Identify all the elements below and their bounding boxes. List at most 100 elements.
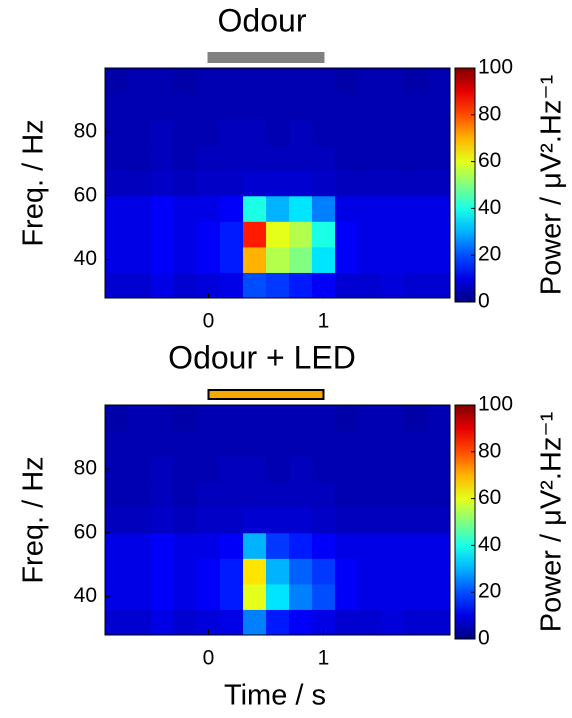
heat-cell <box>358 144 382 171</box>
heat-cell <box>266 430 290 457</box>
heat-cell <box>312 481 336 508</box>
heat-cell <box>197 170 221 197</box>
heat-cell <box>358 481 382 508</box>
heat-cell <box>289 195 313 222</box>
heat-cell <box>105 481 129 508</box>
heat-cell <box>266 221 290 248</box>
heat-cell <box>128 481 152 508</box>
heat-cell <box>151 246 175 273</box>
heat-cell <box>427 532 451 559</box>
heat-cell <box>128 532 152 559</box>
heat-cell <box>151 507 175 534</box>
heat-cell <box>197 456 221 483</box>
heat-cell <box>128 430 152 457</box>
heat-cell <box>105 405 129 432</box>
heat-cell <box>220 532 244 559</box>
heat-cell <box>174 609 198 636</box>
heat-cell <box>358 430 382 457</box>
colorbar-label: Power / μV².Hz⁻¹ <box>536 411 568 632</box>
heat-cell <box>289 170 313 197</box>
heat-cell <box>335 68 359 95</box>
heat-cell <box>197 246 221 273</box>
heat-cell <box>151 481 175 508</box>
heat-cell <box>289 558 313 585</box>
heat-cell <box>335 170 359 197</box>
heat-cell <box>381 507 405 534</box>
heat-cell <box>404 144 428 171</box>
heat-cell <box>220 481 244 508</box>
heat-cell <box>128 456 152 483</box>
heat-cell <box>266 405 290 432</box>
heat-cell <box>289 246 313 273</box>
heat-cell <box>243 430 267 457</box>
heat-cell <box>289 405 313 432</box>
heat-cell <box>358 119 382 146</box>
heat-cell <box>243 144 267 171</box>
plot-frame <box>104 404 451 636</box>
colorbar <box>454 404 476 640</box>
heat-cell <box>335 405 359 432</box>
heat-cell <box>404 221 428 248</box>
heat-cell <box>151 221 175 248</box>
heat-cell <box>427 144 451 171</box>
heat-cell <box>381 558 405 585</box>
heat-cell <box>427 221 451 248</box>
colorbar-tick-label: 0 <box>478 290 490 313</box>
stimulus-bar <box>207 389 325 400</box>
heat-cell <box>243 221 267 248</box>
heat-cell <box>174 195 198 222</box>
stimulus-bar <box>207 52 325 63</box>
heat-cell <box>151 68 175 95</box>
heat-cell <box>312 456 336 483</box>
heat-cell <box>335 507 359 534</box>
heat-cell <box>243 609 267 636</box>
heat-cell <box>381 221 405 248</box>
heat-cell <box>381 456 405 483</box>
heat-cell <box>427 195 451 222</box>
colorbar-tick-label: 100 <box>478 393 513 416</box>
heat-cell <box>243 558 267 585</box>
y-tick-label: 60 <box>74 520 97 543</box>
heat-cell <box>266 195 290 222</box>
heat-cell <box>197 119 221 146</box>
heat-cell <box>151 609 175 636</box>
heat-cell <box>427 430 451 457</box>
heat-cell <box>312 609 336 636</box>
heat-cell <box>197 558 221 585</box>
heat-cell <box>174 93 198 120</box>
heat-cell <box>358 558 382 585</box>
heat-cell <box>128 195 152 222</box>
heat-cell <box>220 272 244 299</box>
heat-cell <box>197 430 221 457</box>
heat-cell <box>312 507 336 534</box>
heat-cell <box>358 507 382 534</box>
heat-cell <box>220 119 244 146</box>
heat-cell <box>105 170 129 197</box>
heat-cell <box>335 456 359 483</box>
heat-cell <box>174 430 198 457</box>
y-axis-label: Freq. / Hz <box>18 456 50 583</box>
heat-cell <box>266 272 290 299</box>
heat-cell <box>220 583 244 610</box>
heat-cell <box>404 195 428 222</box>
heat-cell <box>243 456 267 483</box>
heat-cell <box>151 170 175 197</box>
heat-cell <box>151 93 175 120</box>
heat-cell <box>174 246 198 273</box>
colorbar-tick-label: 60 <box>478 486 501 509</box>
heat-cell <box>105 93 129 120</box>
heat-cell <box>243 507 267 534</box>
heat-cell <box>128 221 152 248</box>
heat-cell <box>266 583 290 610</box>
x-tick-label: 1 <box>318 647 330 670</box>
heat-cell <box>335 481 359 508</box>
heat-cell <box>105 558 129 585</box>
heat-cell <box>289 144 313 171</box>
heat-cell <box>404 68 428 95</box>
heat-cell <box>174 583 198 610</box>
heat-cell <box>220 246 244 273</box>
heat-cell <box>174 119 198 146</box>
heat-cell <box>128 507 152 534</box>
heat-cell <box>174 456 198 483</box>
heat-cell <box>427 507 451 534</box>
